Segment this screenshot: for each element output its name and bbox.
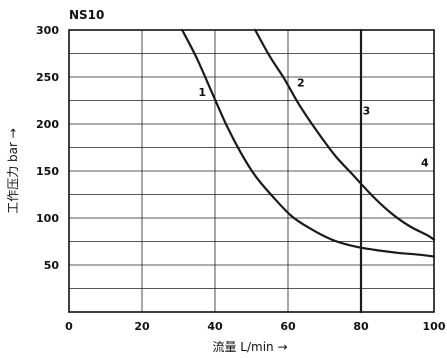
x-tick-label: 0 bbox=[65, 320, 73, 333]
tick-labels: 0 20 40 60 80 100 50 100 150 200 250 300 bbox=[36, 24, 446, 333]
x-tick-label: 20 bbox=[134, 320, 150, 333]
y-axis-label: 工作压力 bar → bbox=[6, 128, 20, 214]
y-tick-label: 150 bbox=[36, 165, 59, 178]
y-tick-label: 250 bbox=[36, 71, 59, 84]
curve-label-1: 1 bbox=[198, 86, 206, 99]
grid bbox=[69, 30, 434, 312]
x-tick-label: 100 bbox=[423, 320, 446, 333]
y-tick-label: 50 bbox=[44, 259, 60, 272]
series-line-1 bbox=[181, 28, 436, 258]
y-tick-label: 200 bbox=[36, 118, 59, 131]
curve-labels: 1 2 3 4 bbox=[198, 76, 429, 169]
curve-label-2: 2 bbox=[297, 76, 305, 89]
curve-label-3: 3 bbox=[363, 105, 371, 118]
x-tick-label: 80 bbox=[353, 320, 369, 333]
series-line-2 bbox=[254, 28, 436, 241]
curve-label-4: 4 bbox=[421, 156, 429, 169]
x-tick-label: 40 bbox=[207, 320, 223, 333]
chart-title: NS10 bbox=[69, 8, 104, 22]
x-tick-label: 60 bbox=[280, 320, 296, 333]
x-axis-label: 流量 L/min → bbox=[212, 340, 287, 354]
y-tick-label: 100 bbox=[36, 212, 59, 225]
y-tick-label: 300 bbox=[36, 24, 59, 37]
plot-frame bbox=[68, 29, 435, 313]
curves bbox=[181, 28, 436, 314]
